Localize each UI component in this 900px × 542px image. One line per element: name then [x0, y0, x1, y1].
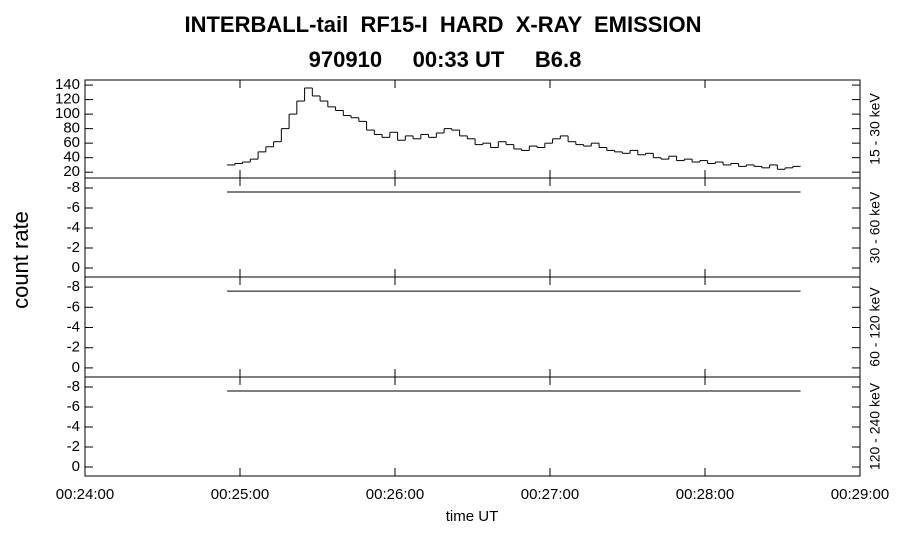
y-tick-label: 40: [63, 149, 80, 166]
y-tick-label: -2: [67, 438, 80, 455]
chart-title: INTERBALL-tail RF15-I HARD X-RAY EMISSIO…: [184, 12, 701, 37]
y-tick-label: 0: [72, 359, 80, 376]
x-tick-label: 00:28:00: [676, 486, 734, 503]
y-tick-label: -8: [67, 378, 80, 395]
y-tick-label: 0: [72, 458, 80, 475]
y-tick-label: -8: [67, 278, 80, 295]
panel-frame: [84, 177, 861, 278]
y-axis-label: count rate: [8, 211, 33, 309]
panel-label: 120 - 240 keV: [867, 382, 883, 470]
y-tick-label: 80: [63, 120, 80, 137]
y-tick-label: -6: [67, 298, 80, 315]
panel-frame: [84, 376, 861, 477]
x-axis-label: time UT: [446, 508, 499, 525]
y-tick-label: -4: [67, 418, 80, 435]
y-tick-label: -6: [67, 398, 80, 415]
panel-frame: [84, 79, 861, 179]
x-tick-label: 00:24:00: [56, 486, 114, 503]
y-tick-label: 20: [63, 163, 80, 180]
panel-label: 60 - 120 keV: [867, 287, 883, 367]
y-tick-label: -6: [67, 199, 80, 216]
y-tick-label: 120: [55, 91, 80, 108]
y-tick-label: 0: [72, 259, 80, 276]
y-tick-label: 100: [55, 105, 80, 122]
y-tick-label: -4: [67, 219, 80, 236]
y-tick-label: -4: [67, 318, 80, 335]
x-tick-label: 00:29:00: [831, 486, 889, 503]
y-tick-label: -2: [67, 239, 80, 256]
panel-label: 15 - 30 keV: [867, 93, 883, 165]
x-tick-label: 00:26:00: [366, 486, 424, 503]
y-tick-label: -8: [67, 179, 80, 196]
panel-label: 30 - 60 keV: [867, 191, 883, 263]
chart-subtitle: 970910 00:33 UT B6.8: [309, 47, 582, 72]
y-tick-label: 140: [55, 76, 80, 93]
y-tick-label: 60: [63, 134, 80, 151]
y-tick-label: -2: [67, 339, 80, 356]
x-tick-label: 00:25:00: [211, 486, 269, 503]
x-tick-label: 00:27:00: [521, 486, 579, 503]
panel-frame: [84, 276, 861, 378]
